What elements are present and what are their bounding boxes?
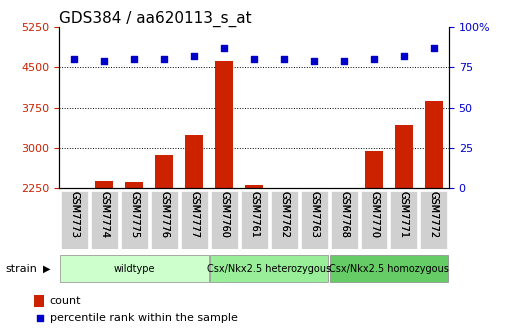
Text: percentile rank within the sample: percentile rank within the sample <box>50 313 238 323</box>
FancyBboxPatch shape <box>391 191 417 249</box>
Bar <box>365 151 383 188</box>
FancyBboxPatch shape <box>121 191 148 249</box>
Point <box>370 56 378 62</box>
FancyBboxPatch shape <box>330 255 448 282</box>
Bar <box>155 155 173 188</box>
Point <box>36 315 44 321</box>
Text: GSM7776: GSM7776 <box>159 191 169 238</box>
Point <box>340 58 348 64</box>
Text: strain: strain <box>5 264 37 274</box>
FancyBboxPatch shape <box>240 191 268 249</box>
Text: GSM7762: GSM7762 <box>279 191 289 238</box>
Text: GSM7768: GSM7768 <box>339 191 349 238</box>
Text: GSM7760: GSM7760 <box>219 191 229 238</box>
FancyBboxPatch shape <box>181 191 207 249</box>
Point <box>280 56 288 62</box>
Bar <box>95 181 114 188</box>
Text: ▶: ▶ <box>43 264 51 274</box>
FancyBboxPatch shape <box>421 191 447 249</box>
FancyBboxPatch shape <box>270 191 298 249</box>
Text: GSM7772: GSM7772 <box>429 191 439 238</box>
Bar <box>215 61 233 188</box>
FancyBboxPatch shape <box>210 255 329 282</box>
Point <box>100 58 108 64</box>
Text: GSM7761: GSM7761 <box>249 191 259 238</box>
Bar <box>245 185 263 188</box>
Text: count: count <box>50 296 82 306</box>
Text: Csx/Nkx2.5 heterozygous: Csx/Nkx2.5 heterozygous <box>207 264 331 274</box>
FancyBboxPatch shape <box>60 255 208 282</box>
Text: GSM7774: GSM7774 <box>99 191 109 238</box>
Point <box>400 53 408 58</box>
Text: GDS384 / aa620113_s_at: GDS384 / aa620113_s_at <box>59 11 252 27</box>
Text: GSM7770: GSM7770 <box>369 191 379 238</box>
Bar <box>425 101 443 188</box>
FancyBboxPatch shape <box>91 191 118 249</box>
Bar <box>185 135 203 188</box>
FancyBboxPatch shape <box>301 191 328 249</box>
Text: GSM7768: GSM7768 <box>339 191 349 238</box>
Point <box>130 56 138 62</box>
Text: GSM7775: GSM7775 <box>130 191 139 238</box>
Text: GSM7772: GSM7772 <box>429 191 439 238</box>
Point <box>250 56 259 62</box>
Text: GSM7771: GSM7771 <box>399 191 409 238</box>
Text: GSM7775: GSM7775 <box>130 191 139 238</box>
Point <box>220 45 228 50</box>
Text: GSM7773: GSM7773 <box>69 191 79 238</box>
Text: GSM7774: GSM7774 <box>99 191 109 238</box>
Bar <box>335 187 353 188</box>
Text: GSM7763: GSM7763 <box>309 191 319 238</box>
Text: GSM7763: GSM7763 <box>309 191 319 238</box>
FancyBboxPatch shape <box>331 191 358 249</box>
Text: GSM7771: GSM7771 <box>399 191 409 238</box>
Text: GSM7773: GSM7773 <box>69 191 79 238</box>
FancyBboxPatch shape <box>211 191 238 249</box>
Bar <box>125 182 143 188</box>
Text: GSM7760: GSM7760 <box>219 191 229 238</box>
FancyBboxPatch shape <box>151 191 178 249</box>
Text: GSM7777: GSM7777 <box>189 191 199 238</box>
Text: GSM7761: GSM7761 <box>249 191 259 238</box>
Text: GSM7762: GSM7762 <box>279 191 289 238</box>
Bar <box>395 125 413 188</box>
Point <box>430 45 438 50</box>
Point <box>70 56 78 62</box>
Text: GSM7776: GSM7776 <box>159 191 169 238</box>
Text: Csx/Nkx2.5 homozygous: Csx/Nkx2.5 homozygous <box>329 264 449 274</box>
Point <box>160 56 168 62</box>
FancyBboxPatch shape <box>61 191 88 249</box>
Text: GSM7777: GSM7777 <box>189 191 199 238</box>
FancyBboxPatch shape <box>361 191 388 249</box>
Text: wildtype: wildtype <box>114 264 155 274</box>
Bar <box>34 295 44 307</box>
Point <box>190 53 198 58</box>
Text: GSM7770: GSM7770 <box>369 191 379 238</box>
Point <box>310 58 318 64</box>
